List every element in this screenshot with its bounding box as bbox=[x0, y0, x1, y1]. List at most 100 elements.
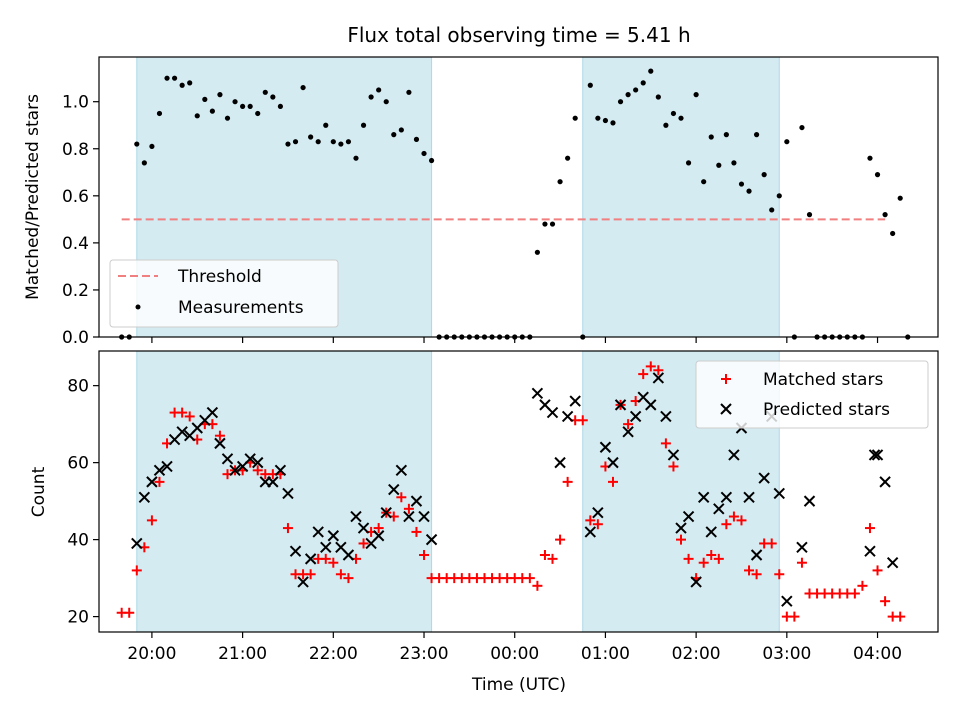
matched-star-point bbox=[623, 419, 634, 430]
predicted-star-point bbox=[675, 522, 687, 534]
predicted-star-point bbox=[546, 406, 559, 419]
measurement-point bbox=[640, 80, 646, 86]
measurement-point bbox=[753, 132, 760, 138]
x-axis-label: Time (UTC) bbox=[471, 675, 566, 695]
legend-matched-swatch bbox=[721, 374, 731, 384]
legend-predicted-swatch bbox=[720, 403, 732, 415]
matched-star-point bbox=[532, 580, 543, 591]
predicted-star-point bbox=[297, 576, 309, 588]
predicted-star-point bbox=[614, 399, 627, 411]
x-tick-label: 01:00 bbox=[581, 644, 630, 664]
predicted-star-point bbox=[388, 483, 400, 496]
y-tick-label: 0.8 bbox=[62, 140, 89, 160]
measurement-point bbox=[572, 115, 578, 121]
predicted-star-point bbox=[320, 541, 332, 554]
matched-star-point bbox=[713, 553, 724, 564]
matched-star-point bbox=[154, 476, 165, 487]
predicted-star-point bbox=[138, 491, 151, 503]
predicted-star-point bbox=[395, 464, 408, 477]
matched-star-point bbox=[396, 492, 407, 503]
measurement-point bbox=[202, 96, 208, 102]
matched-star-point bbox=[857, 580, 868, 591]
y-tick-label: 60 bbox=[67, 454, 89, 474]
predicted-star-point bbox=[531, 387, 544, 400]
predicted-star-point bbox=[652, 372, 665, 384]
measurement-point bbox=[292, 139, 299, 145]
matched-star-point bbox=[184, 411, 195, 422]
predicted-star-point bbox=[153, 464, 166, 477]
legend-measurements-swatch bbox=[135, 304, 141, 310]
measurement-point bbox=[217, 92, 223, 98]
measurement-point bbox=[708, 134, 714, 140]
measurement-point bbox=[648, 68, 654, 74]
bottom-axes-frame bbox=[98, 350, 939, 633]
matched-star-point bbox=[880, 596, 891, 607]
matched-star-point bbox=[585, 515, 596, 526]
top-y-axis-label: Matched/Predicted stars bbox=[23, 94, 43, 300]
measurement-point bbox=[685, 160, 692, 166]
measurement-point bbox=[670, 110, 677, 117]
predicted-star-point bbox=[592, 506, 604, 519]
measurement-points bbox=[119, 68, 911, 340]
measurement-point bbox=[617, 99, 624, 105]
legend-x-marker bbox=[720, 403, 732, 415]
predicted-star-point bbox=[418, 510, 430, 523]
measurement-point bbox=[882, 212, 888, 218]
legend-threshold-label: Threshold bbox=[177, 267, 262, 287]
measurement-point bbox=[693, 92, 699, 98]
legend-matched-label: Matched stars bbox=[763, 370, 883, 390]
measurement-point bbox=[247, 103, 253, 110]
x-tick-label: 23:00 bbox=[400, 644, 449, 664]
measurement-point bbox=[663, 122, 669, 128]
y-tick-label: 0.6 bbox=[62, 187, 89, 207]
predicted-star-point bbox=[682, 510, 695, 523]
matched-star-point bbox=[577, 415, 588, 426]
predicted-star-point bbox=[773, 487, 785, 500]
measurement-point bbox=[716, 162, 722, 168]
x-tick-label: 20:00 bbox=[127, 644, 176, 664]
predicted-star-point bbox=[357, 522, 370, 534]
predicted-star-point bbox=[743, 491, 755, 503]
measurement-point bbox=[799, 124, 805, 131]
matched-star-point bbox=[335, 569, 346, 580]
predicted-star-point bbox=[607, 456, 619, 469]
predicted-star-point bbox=[274, 464, 287, 477]
measurement-point bbox=[240, 103, 246, 110]
predicted-star-point bbox=[161, 460, 173, 473]
predicted-star-point bbox=[561, 410, 574, 423]
matched-star-point bbox=[721, 519, 732, 530]
matched-star-point bbox=[864, 523, 875, 534]
top-legend: Threshold Measurements bbox=[109, 259, 339, 328]
matched-star-point bbox=[728, 511, 739, 522]
measurement-point bbox=[209, 108, 215, 114]
predicted-star-point bbox=[350, 510, 362, 523]
bottom-y-axis-label: Count bbox=[29, 466, 49, 517]
legend-plus-marker bbox=[721, 374, 731, 384]
y-tick-label: 0.4 bbox=[62, 234, 89, 254]
measurement-point bbox=[890, 230, 896, 237]
predicted-star-point bbox=[667, 449, 680, 461]
predicted-star-point bbox=[206, 406, 219, 419]
measurement-point bbox=[413, 136, 420, 142]
bottom-panel: 20 40 60 80 20:00 21:00 22:00 23:00 00:00 01:00 0… bbox=[29, 350, 939, 695]
chart-title: Flux total observing time = 5.41 h bbox=[347, 23, 690, 47]
predicted-star-point bbox=[728, 449, 740, 461]
matched-star-point bbox=[146, 515, 157, 526]
matched-stars-points bbox=[116, 361, 906, 622]
matched-star-point bbox=[766, 538, 777, 549]
top-axes-frame bbox=[98, 56, 939, 338]
predicted-star-point bbox=[244, 453, 256, 465]
matched-star-point bbox=[796, 557, 807, 568]
measurement-point bbox=[557, 179, 563, 185]
measurement-point bbox=[428, 157, 435, 164]
measurement-point bbox=[678, 115, 684, 121]
measurement-point bbox=[610, 120, 616, 126]
legend-predicted-label: Predicted stars bbox=[763, 400, 890, 420]
predicted-star-point bbox=[131, 537, 143, 550]
matched-star-point bbox=[177, 407, 188, 418]
measurement-point bbox=[761, 172, 767, 178]
predicted-star-point bbox=[660, 410, 672, 423]
predicted-star-point bbox=[781, 595, 793, 607]
x-tick-label: 00:00 bbox=[490, 644, 539, 664]
measurement-point bbox=[655, 94, 661, 100]
